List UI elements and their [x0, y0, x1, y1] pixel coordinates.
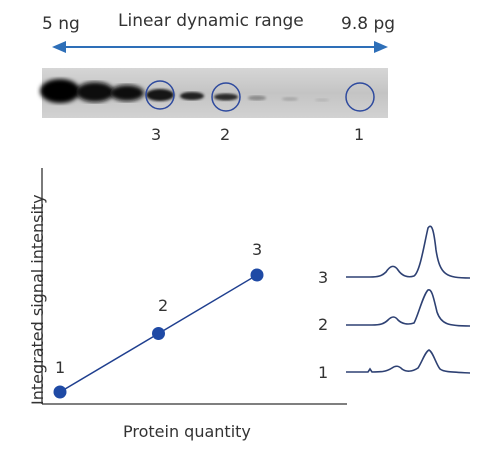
data-points	[53, 268, 264, 399]
y-axis-label: Integrated signal intensity	[28, 194, 47, 405]
band	[180, 92, 204, 100]
band	[110, 85, 144, 101]
band	[146, 89, 174, 101]
band	[214, 93, 238, 101]
range-arrow	[52, 41, 388, 53]
band-label-3: 3	[151, 125, 162, 144]
band	[248, 95, 266, 101]
trace-3	[346, 225, 471, 279]
band	[40, 79, 80, 103]
band-circle-1	[345, 82, 375, 112]
band	[315, 98, 329, 102]
trace-1	[346, 349, 471, 374]
data-point-3	[250, 268, 264, 282]
band-circle-3	[145, 80, 175, 110]
point-label-3: 3	[252, 240, 263, 259]
trace-label-1: 1	[318, 363, 329, 382]
band	[76, 82, 114, 102]
band-label-2: 2	[220, 125, 231, 144]
band	[282, 97, 298, 101]
blot-strip	[40, 68, 388, 118]
range-title: Linear dynamic range	[118, 11, 304, 31]
data-point-2	[152, 327, 165, 340]
x-axis-label: Protein quantity	[123, 422, 251, 441]
band-label-1: 1	[354, 125, 365, 144]
plot-axes	[41, 168, 347, 405]
band-circle-2	[211, 82, 241, 112]
range-end-label: 9.8 pg	[341, 14, 396, 34]
range-start-label: 5 ng	[42, 14, 80, 34]
trace-2	[346, 289, 471, 327]
point-label-1: 1	[55, 358, 66, 377]
trace-label-3: 3	[318, 268, 329, 287]
data-point-1	[53, 385, 67, 399]
densitometry-traces	[346, 225, 471, 374]
point-label-2: 2	[158, 296, 169, 315]
trace-label-2: 2	[318, 315, 329, 334]
